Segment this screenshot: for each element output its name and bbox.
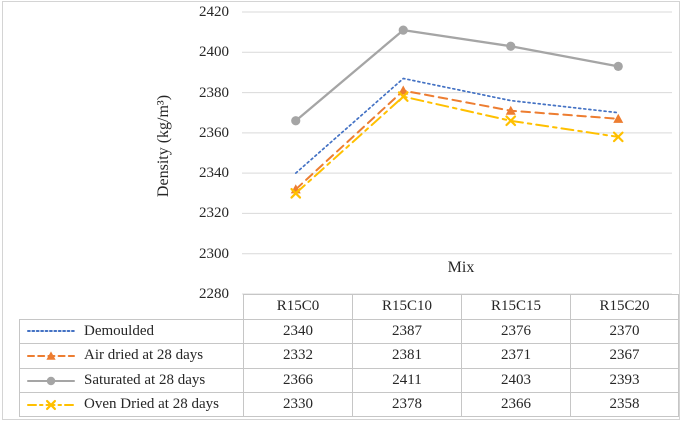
marker-air-dried-at-28-days bbox=[505, 105, 516, 115]
series-line-saturated-at-28-days bbox=[294, 28, 620, 122]
y-axis-title: Density (kg/m³) bbox=[155, 94, 172, 198]
legend-item-demoulded: Demoulded bbox=[19, 318, 243, 344]
table-cell-value: 2340 bbox=[243, 318, 352, 344]
table-cell-value: 2378 bbox=[352, 392, 461, 417]
table-cell-value: 2393 bbox=[570, 367, 679, 393]
legend-item-saturated-at-28-days: Saturated at 28 days bbox=[19, 367, 243, 393]
column-header-r15c10: R15C10 bbox=[352, 294, 461, 319]
column-header-r15c0: R15C0 bbox=[243, 294, 352, 319]
table-cell-value: 2366 bbox=[461, 392, 570, 417]
legend-line-sample-oven-dried-at-28-days-icon bbox=[27, 399, 75, 410]
marker-saturated-at-28-days bbox=[291, 116, 301, 126]
legend-marker-saturated-at-28-days bbox=[46, 376, 56, 385]
y-axis-tick-label: 2360 bbox=[199, 124, 229, 141]
legend-line-sample-air-dried-at-28-days-icon bbox=[27, 351, 75, 360]
legend-label: Oven Dried at 28 days bbox=[84, 396, 219, 413]
y-axis-tick-label: 2400 bbox=[199, 44, 229, 61]
x-axis-title: Mix bbox=[447, 259, 475, 276]
marker-oven-dried-at-28-days bbox=[612, 131, 624, 143]
table-cell-value: 2366 bbox=[243, 367, 352, 393]
legend-label: Air dried at 28 days bbox=[84, 347, 204, 364]
y-axis-tick-label: 2300 bbox=[199, 245, 229, 262]
table-cell-value: 2358 bbox=[570, 392, 679, 417]
table-cell-value: 2370 bbox=[570, 318, 679, 344]
series-line-oven-dried-at-28-days bbox=[294, 95, 620, 195]
marker-air-dried-at-28-days bbox=[398, 85, 409, 95]
table-cell-value: 2387 bbox=[352, 318, 461, 344]
y-axis-tick-label: 2420 bbox=[199, 4, 229, 20]
marker-oven-dried-at-28-days bbox=[290, 187, 302, 199]
series-line-air-dried-at-28-days bbox=[294, 89, 620, 191]
table-cell-value: 2376 bbox=[461, 318, 570, 344]
marker-air-dried-at-28-days bbox=[613, 113, 624, 123]
legend-label: Demoulded bbox=[84, 322, 154, 339]
y-axis-tick-label: 2280 bbox=[199, 286, 229, 302]
table-cell-value: 2330 bbox=[243, 392, 352, 417]
chart-data-table: R15C0 R15C10 R15C15 R15C20 Demoulded 2340 2387… bbox=[19, 294, 679, 417]
y-axis-tick-label: 2380 bbox=[199, 84, 229, 101]
table-cell-value: 2367 bbox=[570, 343, 679, 368]
marker-oven-dried-at-28-days bbox=[505, 115, 517, 127]
legend-item-oven-dried-at-28-days: Oven Dried at 28 days bbox=[19, 392, 243, 417]
table-cell-value: 2371 bbox=[461, 343, 570, 368]
legend-label: Saturated at 28 days bbox=[84, 372, 206, 389]
legend-marker-oven-dried-at-28-days bbox=[45, 399, 57, 410]
table-corner-cell bbox=[19, 294, 243, 319]
table-cell-value: 2332 bbox=[243, 343, 352, 368]
marker-saturated-at-28-days bbox=[613, 61, 623, 71]
table-cell-value: 2403 bbox=[461, 367, 570, 393]
column-header-r15c15: R15C15 bbox=[461, 294, 570, 319]
legend-item-air-dried-at-28-days: Air dried at 28 days bbox=[19, 343, 243, 368]
table-cell-value: 2411 bbox=[352, 367, 461, 393]
column-header-r15c20: R15C20 bbox=[570, 294, 679, 319]
y-axis-tick-label: 2320 bbox=[199, 205, 229, 222]
series-line-demoulded bbox=[294, 77, 620, 174]
y-axis-tick-label: 2340 bbox=[199, 165, 229, 182]
marker-saturated-at-28-days bbox=[506, 41, 516, 51]
marker-saturated-at-28-days bbox=[398, 25, 408, 35]
density-line-chart bbox=[242, 11, 672, 295]
legend-line-sample-saturated-at-28-days-icon bbox=[27, 376, 75, 385]
marker-oven-dried-at-28-days bbox=[397, 91, 409, 102]
legend-marker-air-dried-at-28-days bbox=[46, 351, 56, 360]
table-cell-value: 2381 bbox=[352, 343, 461, 368]
legend-line-sample-demoulded-icon bbox=[27, 330, 75, 333]
